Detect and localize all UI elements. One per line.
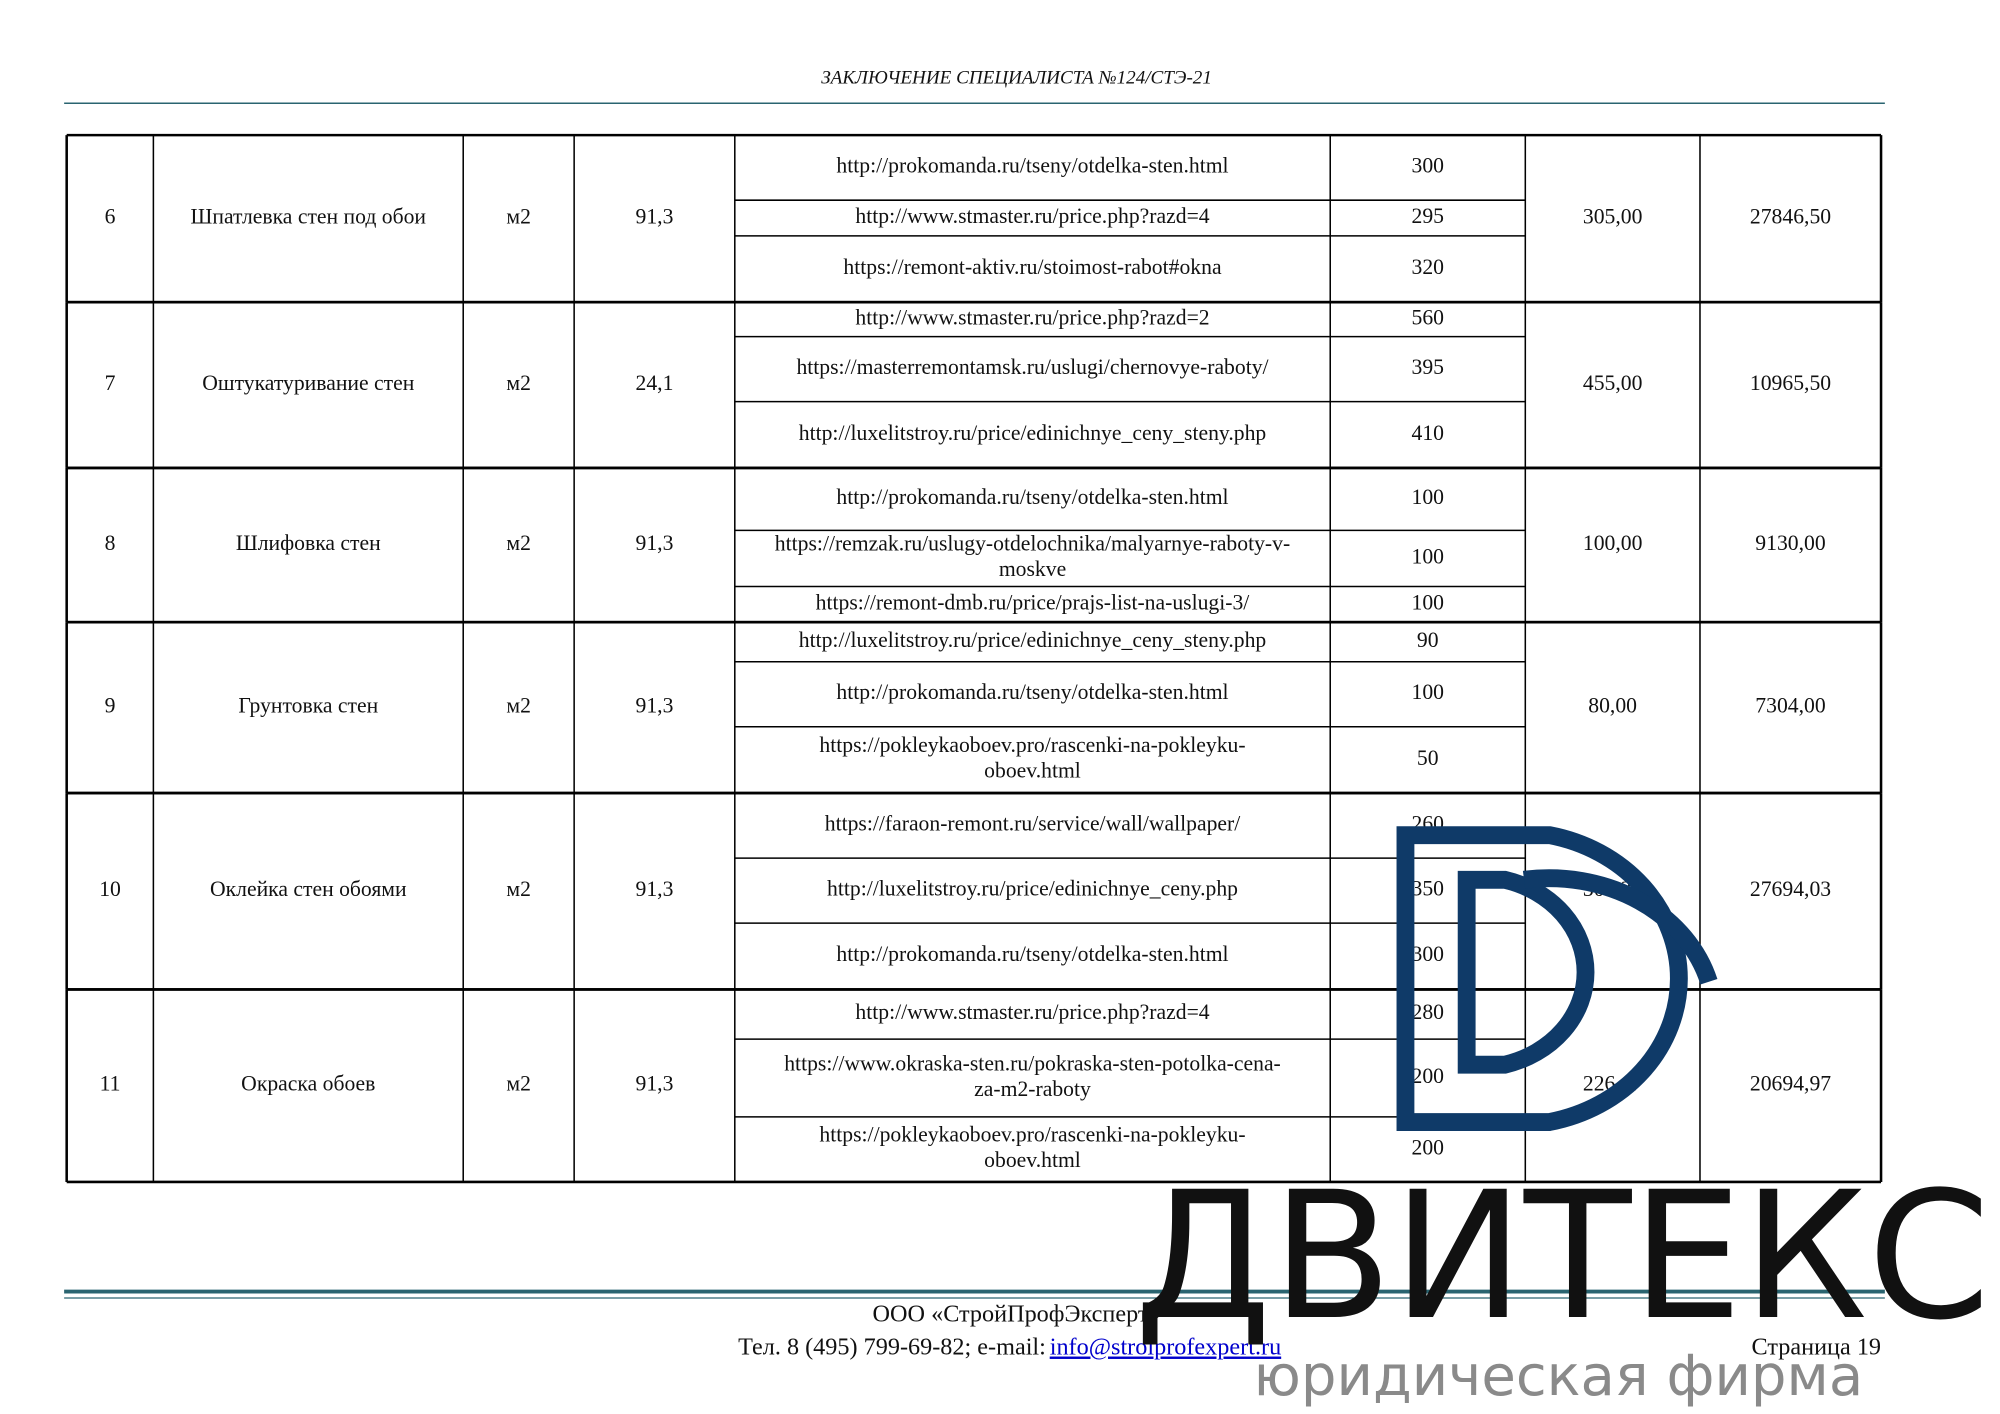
quantity: 91,3 <box>636 205 674 229</box>
logo <box>1396 826 1718 1131</box>
total-cost: 27846,50 <box>1750 205 1831 229</box>
work-name: Оштукатуривание стен <box>202 371 414 395</box>
unit: м2 <box>506 877 531 901</box>
table: 6 Шпатлевка стен под обои м2 91,3 305,00 2784… <box>65 133 1883 1184</box>
total-cost: 20694,97 <box>1750 1072 1831 1096</box>
source-price: 100 <box>1412 590 1444 614</box>
source-url: https://remzak.ru/uslugy-otdelochnika/ma… <box>775 532 1290 556</box>
source-url: https://www.okraska-sten.ru/pokraska-ste… <box>784 1051 1281 1075</box>
watermark-brand: ДВИТЕКС <box>1134 1155 1990 1359</box>
row-number: 10 <box>99 877 121 901</box>
work-name: Шпатлевка стен под обои <box>191 205 427 229</box>
source-url: https://pokleykaoboev.pro/rascenki-na-po… <box>819 733 1245 757</box>
row-number: 9 <box>105 694 116 718</box>
average-price: 80,00 <box>1588 694 1637 718</box>
average-price: 305,00 <box>1583 205 1643 229</box>
source-url: https://remont-dmb.ru/price/prajs-list-n… <box>816 590 1251 614</box>
footer-company: ООО «СтройПрофЭксперт» <box>873 1300 1161 1327</box>
total-cost: 9130,00 <box>1755 531 1825 555</box>
work-name: Окраска обоев <box>241 1072 375 1096</box>
work-name: Оклейка стен обоями <box>210 877 407 901</box>
logo-d-outer <box>1396 826 1688 1131</box>
source-price: 200 <box>1412 1135 1444 1159</box>
source-url: oboev.html <box>984 1148 1081 1172</box>
work-name: Грунтовка стен <box>238 694 378 718</box>
unit: м2 <box>506 531 531 555</box>
source-price: 200 <box>1412 1064 1444 1088</box>
source-url: https://pokleykaoboev.pro/rascenki-na-po… <box>819 1123 1245 1147</box>
source-price: 295 <box>1412 204 1444 228</box>
source-url: http://www.stmaster.ru/price.php?razd=4 <box>855 204 1209 228</box>
row-number: 11 <box>100 1072 121 1096</box>
source-price: 280 <box>1412 1000 1444 1024</box>
row-number: 6 <box>105 205 116 229</box>
source-price: 300 <box>1412 154 1444 178</box>
source-price: 350 <box>1412 877 1444 901</box>
source-price: 300 <box>1412 942 1444 966</box>
source-price: 100 <box>1412 485 1444 509</box>
source-url: https://remont-aktiv.ru/stoimost-rabot#o… <box>843 255 1222 279</box>
total-cost: 27694,03 <box>1750 877 1831 901</box>
row-number: 7 <box>105 371 116 395</box>
page-number: Страница 19 <box>1752 1334 1881 1361</box>
source-price: 320 <box>1412 255 1444 279</box>
total-cost: 10965,50 <box>1750 371 1831 395</box>
unit: м2 <box>506 371 531 395</box>
quantity: 91,3 <box>636 531 674 555</box>
source-url: moskve <box>999 557 1066 581</box>
source-url: za-m2-raboty <box>974 1077 1091 1101</box>
source-url: http://luxelitstroy.ru/price/edinichnye_… <box>799 628 1267 652</box>
watermark-subtitle: юридическая фирма <box>1254 1344 1864 1409</box>
source-url: http://www.stmaster.ru/price.php?razd=2 <box>855 305 1209 329</box>
unit: м2 <box>506 1072 531 1096</box>
source-url: https://masterremontamsk.ru/uslugi/chern… <box>796 355 1269 379</box>
source-url: http://luxelitstroy.ru/price/edinichnye_… <box>827 877 1238 901</box>
quantity: 91,3 <box>636 1072 674 1096</box>
source-url: http://prokomanda.ru/tseny/otdelka-sten.… <box>836 154 1228 178</box>
source-price: 50 <box>1417 746 1439 770</box>
source-url: http://prokomanda.ru/tseny/otdelka-sten.… <box>836 680 1228 704</box>
source-price: 410 <box>1412 421 1444 445</box>
source-price: 100 <box>1412 544 1444 568</box>
source-url: oboev.html <box>984 759 1081 783</box>
source-price: 100 <box>1412 680 1444 704</box>
source-url: http://www.stmaster.ru/price.php?razd=4 <box>855 1000 1209 1024</box>
average-price: 455,00 <box>1583 371 1643 395</box>
header-title: ЗАКЛЮЧЕНИЕ СПЕЦИАЛИСТА №124/СТЭ-21 <box>821 67 1212 88</box>
unit: м2 <box>506 694 531 718</box>
source-url: http://luxelitstroy.ru/price/edinichnye_… <box>799 421 1267 445</box>
quantity: 91,3 <box>636 877 674 901</box>
footer-contacts: Тел. 8 (495) 799-69-82; e-mail: <box>738 1334 1046 1361</box>
quantity: 91,3 <box>636 694 674 718</box>
quantity: 24,1 <box>636 371 674 395</box>
row-number: 8 <box>105 531 116 555</box>
source-price: 90 <box>1417 628 1439 652</box>
source-price: 560 <box>1412 305 1444 329</box>
logo-arc <box>1522 869 1718 985</box>
source-url: http://prokomanda.ru/tseny/otdelka-sten.… <box>836 485 1228 509</box>
logo-d-inner <box>1457 870 1595 1074</box>
source-url: https://faraon-remont.ru/service/wall/wa… <box>825 812 1242 836</box>
total-cost: 7304,00 <box>1755 694 1825 718</box>
average-price: 100,00 <box>1583 531 1643 555</box>
work-name: Шлифовка стен <box>236 531 381 555</box>
footer-email[interactable]: info@stroiprofexpert.ru <box>1050 1334 1281 1361</box>
source-url: http://prokomanda.ru/tseny/otdelka-sten.… <box>836 942 1228 966</box>
source-price: 395 <box>1412 355 1444 379</box>
unit: м2 <box>506 205 531 229</box>
